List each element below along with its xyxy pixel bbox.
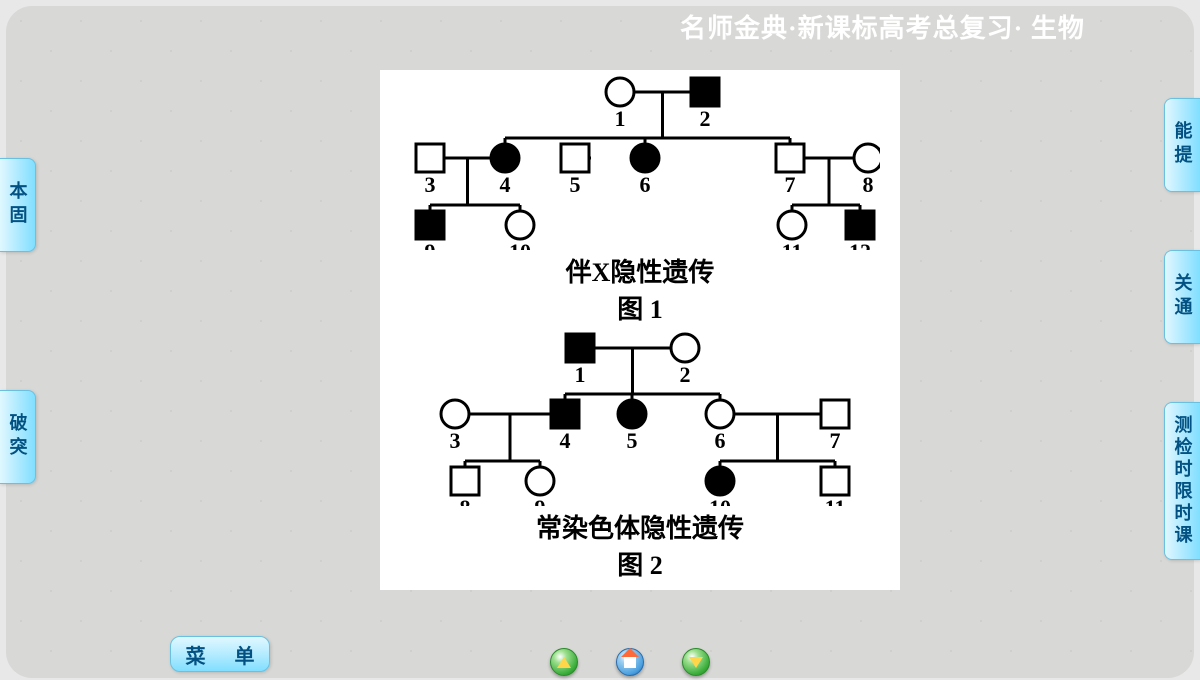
tab-potu[interactable]: 破突	[0, 390, 36, 484]
prev-button[interactable]	[550, 648, 578, 676]
svg-text:2: 2	[680, 362, 691, 387]
pedigree-1-title: 伴X隐性遗传	[380, 252, 900, 289]
svg-text:6: 6	[640, 172, 651, 197]
svg-text:8: 8	[460, 495, 471, 506]
home-icon	[624, 656, 636, 668]
svg-text:5: 5	[627, 428, 638, 453]
pedigree-1: 123456789101112 伴X隐性遗传 图 1	[380, 70, 900, 326]
pedigree-2-label: 图 2	[380, 545, 900, 582]
tab-bengu[interactable]: 本固	[0, 158, 36, 252]
pedigree-2-title: 常染色体隐性遗传	[380, 508, 900, 545]
svg-text:2: 2	[700, 106, 711, 131]
svg-text:7: 7	[830, 428, 841, 453]
svg-text:1: 1	[615, 106, 626, 131]
svg-text:4: 4	[500, 172, 511, 197]
arrow-down-icon	[689, 657, 703, 668]
pedigree-2-svg: 1 2 3 4 5 6 7 8 9 10 11	[410, 326, 870, 506]
svg-text:11: 11	[825, 495, 846, 506]
arrow-up-icon	[557, 657, 571, 668]
svg-text:3: 3	[425, 172, 436, 197]
svg-text:11: 11	[782, 239, 803, 250]
tab-nengti[interactable]: 能提	[1164, 98, 1200, 192]
svg-text:10: 10	[709, 495, 731, 506]
svg-text:5: 5	[570, 172, 581, 197]
svg-text:10: 10	[509, 239, 531, 250]
menu-label-2: 单	[235, 640, 255, 669]
right-tabs: 能提 关通 测检时限时课	[1164, 80, 1200, 600]
svg-text:7: 7	[785, 172, 796, 197]
tab-ceyan[interactable]: 测检时限时课	[1164, 402, 1200, 560]
nav-icons	[550, 648, 710, 676]
svg-text:12: 12	[849, 239, 871, 250]
menu-button[interactable]: 菜 单	[170, 636, 270, 672]
content-panel: 123456789101112 伴X隐性遗传 图 1 1234567891011…	[380, 70, 900, 590]
svg-text:6: 6	[715, 428, 726, 453]
next-button[interactable]	[682, 648, 710, 676]
menu-label-1: 菜	[186, 640, 206, 669]
pedigree-1-label: 图 1	[380, 289, 900, 326]
svg-text:1: 1	[575, 362, 586, 387]
header-title: 名师金典·新课标高考总复习· 生物	[680, 8, 1100, 45]
svg-text:8: 8	[863, 172, 874, 197]
svg-text:9: 9	[535, 495, 546, 506]
left-tabs: 本固 破突	[0, 140, 36, 604]
pedigree-1-svg: 123456789101112	[400, 70, 880, 250]
tab-guantong[interactable]: 关通	[1164, 250, 1200, 344]
home-button[interactable]	[616, 648, 644, 676]
svg-text:3: 3	[450, 428, 461, 453]
svg-text:4: 4	[560, 428, 571, 453]
pedigree-2: 1 2 3 4 5 6 7 8 9 10 11 常染色体隐性遗传 图 2	[380, 326, 900, 582]
svg-text:9: 9	[425, 239, 436, 250]
